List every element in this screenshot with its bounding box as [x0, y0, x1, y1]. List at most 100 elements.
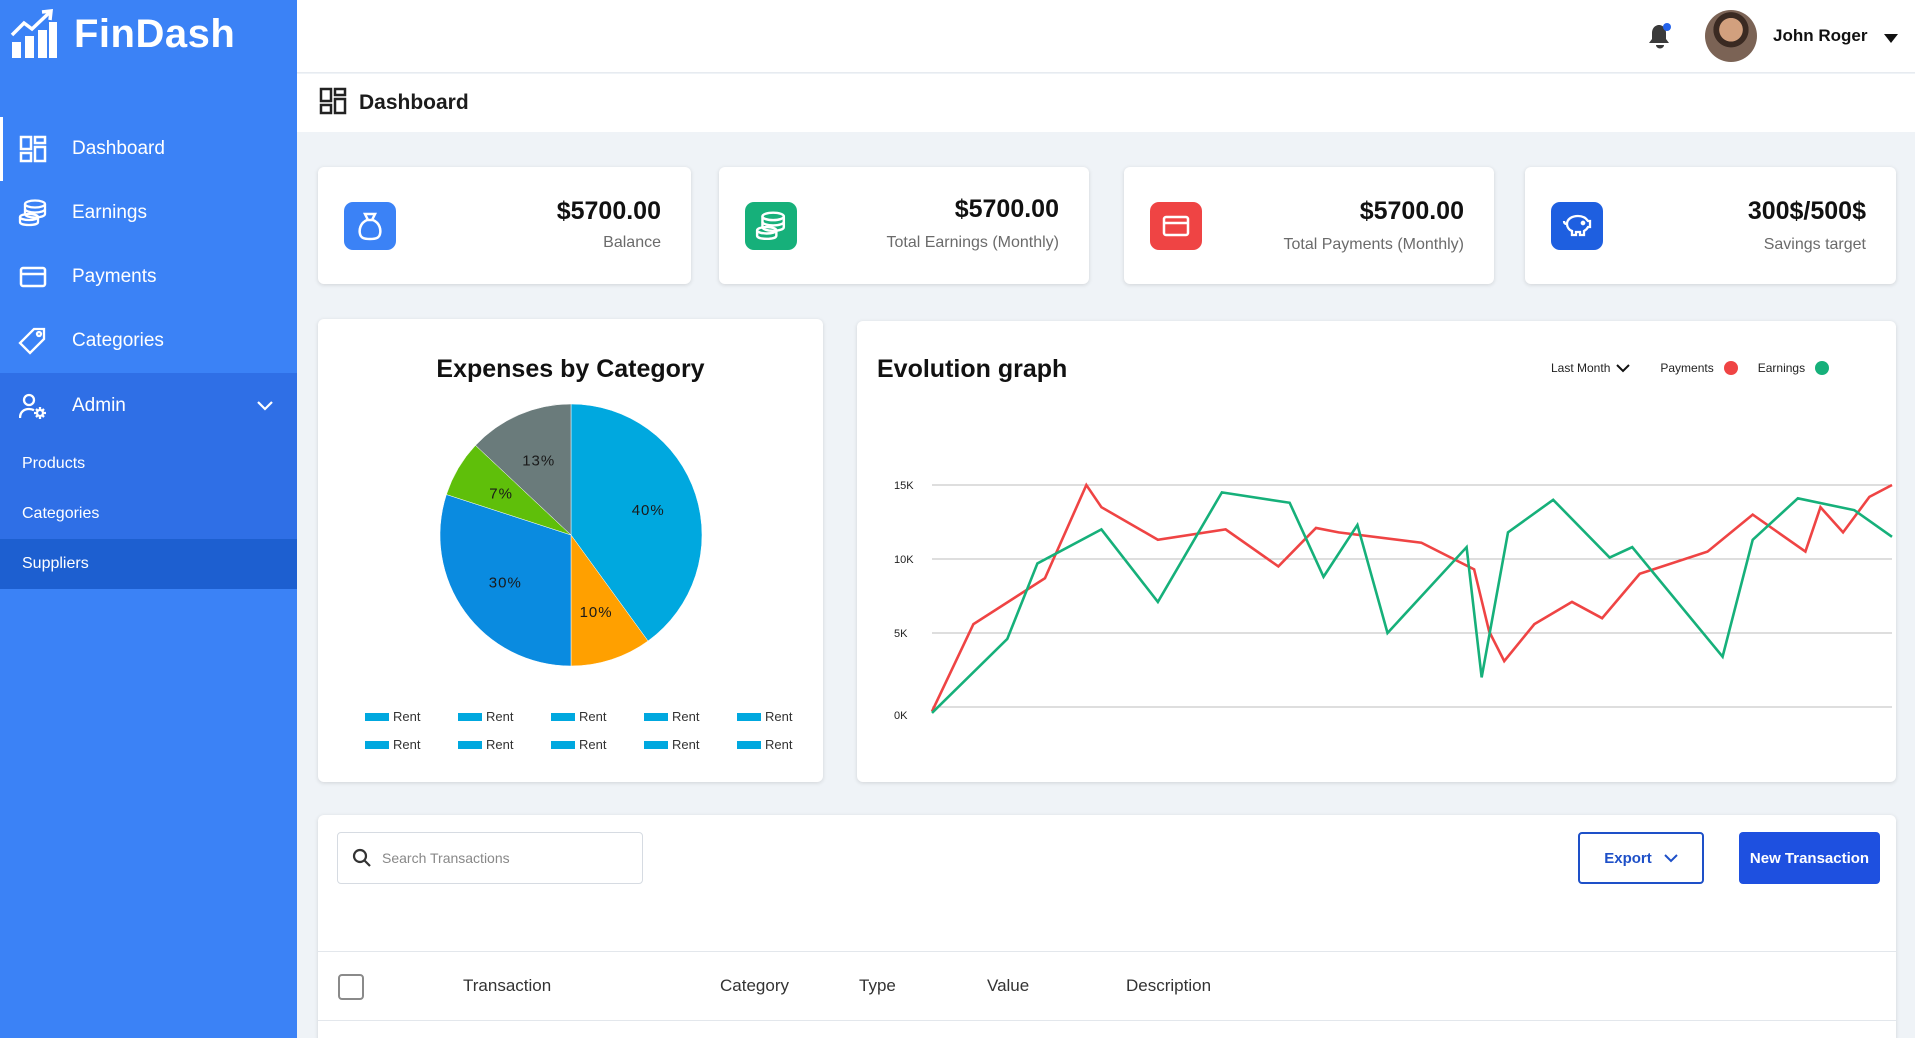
pie-slice-label: 7%: [489, 486, 513, 503]
y-tick-label: 10K: [894, 554, 914, 566]
page-header: Dashboard: [297, 74, 1915, 132]
pie-slice[interactable]: [439, 494, 572, 667]
legend-item: Rent: [365, 709, 458, 724]
subnav-item-categories[interactable]: Categories: [22, 505, 100, 522]
column-header-value[interactable]: Value: [987, 976, 1030, 995]
series-line-payments[interactable]: [930, 482, 1893, 712]
dashboard-grid-icon: [18, 134, 48, 164]
sidebar-item-admin[interactable]: Admin: [0, 373, 297, 439]
stat-card-savings: 300$/500$ Savings target: [1525, 167, 1896, 284]
page-title: Dashboard: [359, 91, 469, 114]
app-logo[interactable]: FinDash: [10, 8, 235, 60]
money-bag-icon: [344, 202, 396, 250]
legend-swatch: [551, 712, 575, 721]
subnav-item-products[interactable]: Products: [22, 455, 86, 472]
admin-section: Admin Products Categories Suppliers: [0, 373, 297, 589]
stat-card-earnings: $5700.00 Total Earnings (Monthly): [719, 167, 1089, 284]
legend-payments[interactable]: Payments: [1660, 361, 1738, 375]
legend-swatch: [644, 712, 668, 721]
top-bar: John Roger: [297, 0, 1915, 73]
expenses-chart-card: Expenses by Category 40% 10% 30% 7% 13% Rent…: [318, 319, 823, 782]
pie-chart: 40% 10% 30% 7% 13%: [439, 403, 703, 667]
subnav-item-suppliers[interactable]: Suppliers: [0, 539, 297, 589]
legend-swatch: [737, 740, 761, 749]
legend-swatch: [551, 740, 575, 749]
legend-item: Rent: [737, 709, 830, 724]
legend-swatch: [737, 712, 761, 721]
legend-item: Rent: [737, 737, 830, 752]
pie-slice[interactable]: [570, 403, 703, 642]
legend-label: Earnings: [1757, 361, 1806, 375]
sidebar-item-categories[interactable]: Categories: [0, 309, 297, 373]
line-chart: 0K 5K 10K 15K: [894, 480, 1893, 722]
pie-slice-label: 13%: [522, 452, 555, 469]
growth-chart-icon: [10, 9, 57, 58]
range-dropdown[interactable]: Last Month: [1551, 361, 1631, 375]
stat-label: Savings target: [1763, 236, 1866, 253]
legend-swatch: [458, 712, 482, 721]
legend-item: Rent: [458, 709, 551, 724]
coins-icon: [745, 202, 797, 250]
graph-controls: Last Month Payments Earnings: [1551, 361, 1830, 375]
coins-icon: [18, 198, 48, 228]
column-header-transaction[interactable]: Transaction: [463, 976, 552, 995]
pie-slice[interactable]: [570, 534, 649, 667]
stat-label: Balance: [603, 234, 661, 251]
new-transaction-button[interactable]: New Transaction: [1739, 832, 1880, 884]
legend-item: Rent: [365, 737, 458, 752]
export-button-label: Export: [1604, 849, 1652, 867]
sidebar-item-earnings[interactable]: Earnings: [0, 181, 297, 245]
column-header-category[interactable]: Category: [720, 976, 789, 995]
sidebar: FinDash Dashboard Earning: [0, 0, 297, 1038]
legend-item: Rent: [644, 737, 737, 752]
select-all-checkbox[interactable]: [338, 974, 364, 1000]
stat-value: $5700.00: [954, 195, 1059, 223]
sidebar-nav: Dashboard Earnings Payments: [0, 117, 297, 589]
search-input[interactable]: [382, 850, 622, 866]
pie-slice[interactable]: [475, 403, 572, 536]
legend-swatch: [458, 740, 482, 749]
sidebar-item-dashboard[interactable]: Dashboard: [0, 117, 297, 181]
sidebar-item-label: Earnings: [72, 202, 147, 223]
stat-card-balance: $5700.00 Balance: [318, 167, 691, 284]
legend-label: Payments: [1660, 361, 1714, 375]
legend-label: Rent: [672, 737, 700, 752]
legend-label: Rent: [393, 737, 421, 752]
sidebar-item-label: Categories: [72, 330, 164, 351]
export-button[interactable]: Export: [1578, 832, 1704, 884]
table-header: Transaction Category Type Value Descript…: [318, 951, 1896, 1021]
avatar[interactable]: [1705, 10, 1757, 62]
tag-icon: [18, 326, 48, 356]
stat-label: Total Earnings (Monthly): [886, 234, 1059, 251]
y-tick-label: 15K: [894, 480, 914, 492]
legend-earnings[interactable]: Earnings: [1757, 361, 1830, 375]
app-name: FinDash: [74, 11, 236, 56]
legend-swatch: [644, 740, 668, 749]
sidebar-item-payments[interactable]: Payments: [0, 245, 297, 309]
bell-icon[interactable]: [1647, 22, 1673, 50]
range-dropdown-label: Last Month: [1551, 361, 1611, 375]
series-line-earnings[interactable]: [931, 490, 1893, 714]
pie-slice-label: 10%: [580, 604, 613, 621]
user-name[interactable]: John Roger: [1773, 26, 1868, 45]
sidebar-item-label: Admin: [72, 395, 126, 416]
y-tick-label: 0K: [894, 710, 908, 722]
dashboard-grid-icon: [319, 87, 347, 120]
legend-swatch: [365, 712, 389, 721]
column-header-description[interactable]: Description: [1126, 976, 1212, 995]
search-box[interactable]: [337, 832, 643, 884]
caret-down-icon[interactable]: [1884, 30, 1898, 48]
transactions-card: Export New Transaction Transaction Categ…: [318, 815, 1896, 1038]
y-tick-label: 5K: [894, 628, 908, 640]
sidebar-item-label: Payments: [72, 266, 157, 287]
credit-card-icon: [1150, 202, 1202, 250]
pie-slice-label: 40%: [632, 502, 665, 519]
chevron-down-icon[interactable]: [257, 395, 273, 417]
legend-swatch: [365, 740, 389, 749]
legend-item: Rent: [551, 737, 644, 752]
column-header-type[interactable]: Type: [859, 976, 896, 995]
pie-legend-row-1: Rent Rent Rent Rent Rent: [365, 709, 830, 724]
legend-item: Rent: [551, 709, 644, 724]
stat-value: 300$/500$: [1747, 197, 1866, 225]
legend-dot-earnings: [1815, 361, 1830, 375]
